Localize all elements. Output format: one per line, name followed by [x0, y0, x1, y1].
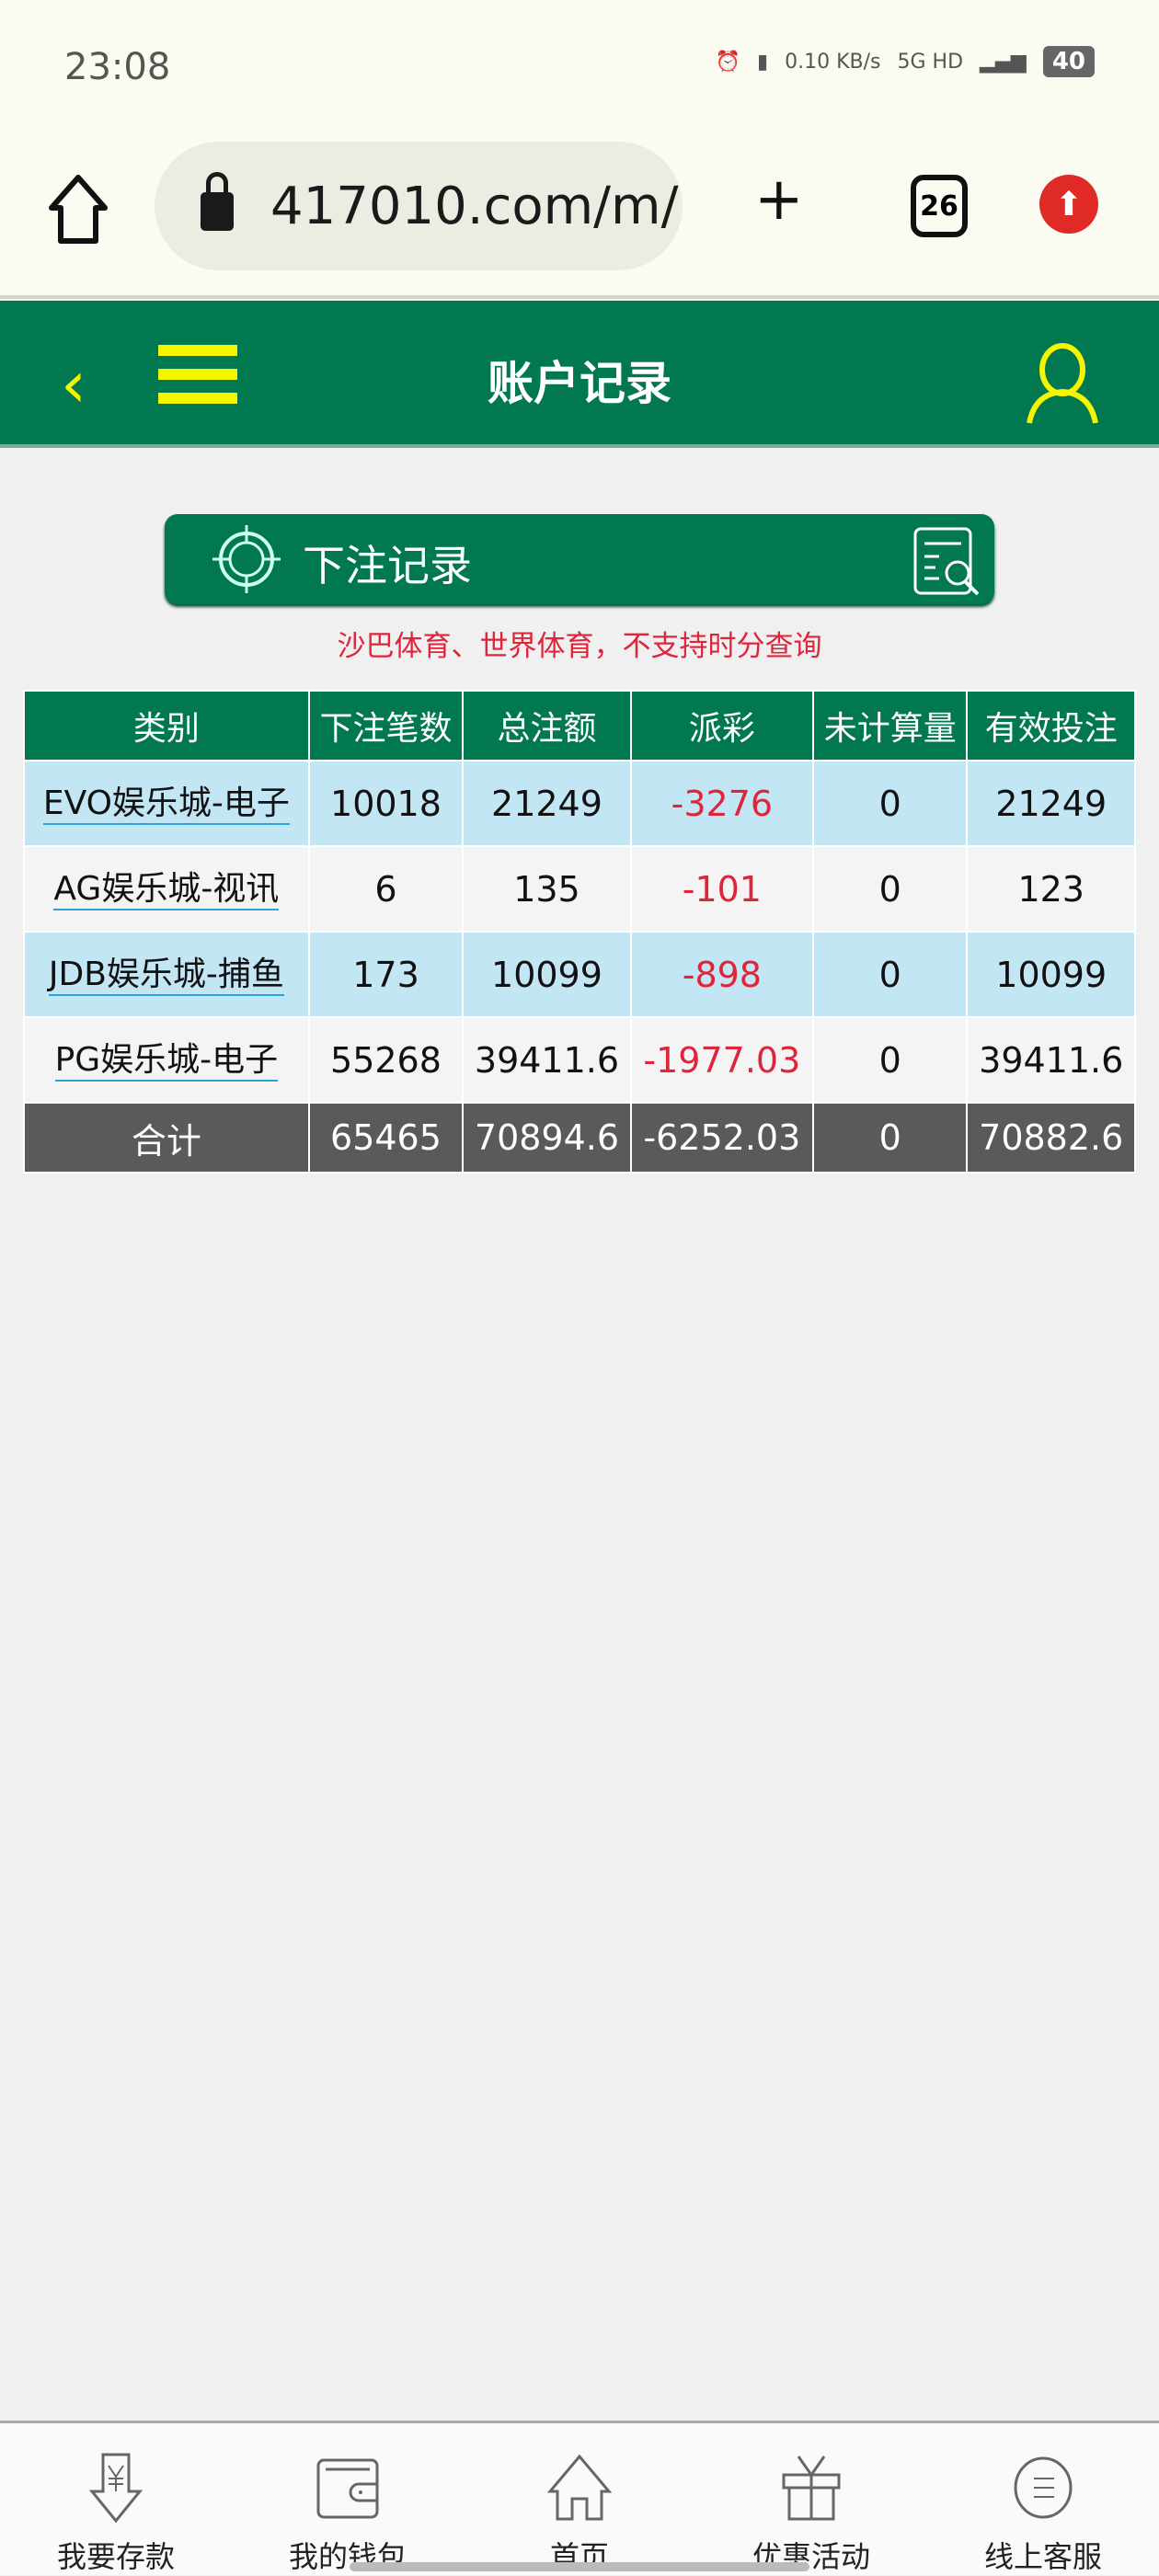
cell-total: 21249 — [462, 760, 632, 847]
col-category: 类别 — [23, 690, 310, 761]
cell-count: 10018 — [307, 760, 465, 847]
col-total: 总注额 — [462, 690, 632, 761]
alarm-icon: ⏰ — [715, 50, 741, 74]
cell-unsettled: 0 — [811, 931, 969, 1018]
nav-home[interactable]: 首页 — [464, 2423, 695, 2575]
address-bar[interactable]: 417010.com/m/ — [155, 142, 683, 270]
gift-icon — [782, 2456, 841, 2521]
nav-promotions[interactable]: 优惠活动 — [695, 2423, 927, 2575]
tab-switcher[interactable]: 26 — [911, 175, 968, 237]
wallet-icon — [316, 2458, 379, 2519]
cell-valid: 21249 — [966, 760, 1136, 847]
table-row: EVO娱乐城-电子 10018 21249 -3276 0 21249 — [23, 760, 1136, 847]
user-icon[interactable] — [1026, 342, 1099, 425]
clock: 23:08 — [64, 46, 171, 88]
net-speed: 0.10 KB/s — [785, 50, 881, 74]
cell-total: 10099 — [462, 931, 632, 1018]
lock-icon — [201, 172, 234, 231]
col-unsettled: 未计算量 — [811, 690, 969, 761]
status-bar: 23:08 ⏰ ▮ 0.10 KB/s 5G HD ▂▄▆ 40 — [0, 0, 1159, 138]
page-title: 账户记录 — [488, 357, 671, 410]
bottom-nav: 我要存款 我的钱包 首页 优惠活动 线上客服 — [0, 2421, 1159, 2575]
table-header: 类别 下注笔数 总注额 派彩 未计算量 有效投注 — [23, 690, 1136, 761]
browser-toolbar: 417010.com/m/ + 26 ⬆ — [0, 138, 1159, 299]
cell-unsettled: 0 — [811, 1016, 969, 1104]
search-document-icon[interactable] — [912, 525, 985, 599]
total-unsettled: 0 — [811, 1102, 969, 1174]
cell-count: 55268 — [307, 1016, 465, 1104]
signal-icon: ▂▄▆ — [980, 50, 1027, 74]
bet-record-label: 下注记录 — [303, 541, 472, 590]
cell-total: 135 — [462, 845, 632, 933]
update-icon[interactable]: ⬆ — [1039, 175, 1098, 234]
vibrate-icon: ▮ — [757, 50, 769, 74]
cell-count: 6 — [307, 845, 465, 933]
app-header: ‹ 账户记录 — [0, 301, 1159, 448]
account-records-table: 类别 下注笔数 总注额 派彩 未计算量 有效投注 EVO娱乐城-电子 10018 2… — [23, 690, 1136, 1174]
col-count: 下注笔数 — [307, 690, 465, 761]
cell-unsettled: 0 — [811, 760, 969, 847]
target-icon — [212, 525, 281, 593]
table-row: JDB娱乐城-捕鱼 173 10099 -898 0 10099 — [23, 931, 1136, 1018]
nav-deposit[interactable]: 我要存款 — [0, 2423, 232, 2575]
cell-count: 173 — [307, 931, 465, 1018]
cell-valid: 123 — [966, 845, 1136, 933]
battery-level: 40 — [1042, 46, 1095, 77]
category-link[interactable]: EVO娱乐城-电子 — [42, 784, 290, 825]
cell-payout: -1977.03 — [629, 1016, 814, 1104]
cell-total: 39411.6 — [462, 1016, 632, 1104]
category-link[interactable]: JDB娱乐城-捕鱼 — [48, 956, 284, 996]
cell-category: AG娱乐城-视讯 — [23, 845, 310, 933]
cell-unsettled: 0 — [811, 845, 969, 933]
totals-row: 合计 65465 70894.6 -6252.03 0 70882.6 — [23, 1102, 1136, 1174]
notice-text: 沙巴体育、世界体育，不支持时分查询 — [337, 630, 822, 663]
totals-label: 合计 — [23, 1102, 310, 1174]
home-icon — [546, 2454, 613, 2521]
home-icon[interactable] — [46, 173, 110, 246]
gesture-handle[interactable] — [350, 2562, 809, 2571]
bet-record-button[interactable]: 下注记录 — [165, 514, 994, 604]
support-icon — [1014, 2456, 1073, 2519]
cell-payout: -101 — [629, 845, 814, 933]
col-valid: 有效投注 — [966, 690, 1136, 761]
cell-category: JDB娱乐城-捕鱼 — [23, 931, 310, 1018]
network-type: 5G HD — [897, 50, 964, 74]
category-link[interactable]: PG娱乐城-电子 — [54, 1041, 279, 1082]
col-payout: 派彩 — [629, 690, 814, 761]
new-tab-icon[interactable]: + — [754, 166, 804, 234]
url-text: 417010.com/m/ — [270, 176, 679, 236]
cell-category: EVO娱乐城-电子 — [23, 760, 310, 847]
cell-payout: -898 — [629, 931, 814, 1018]
cell-valid: 39411.6 — [966, 1016, 1136, 1104]
table-row: AG娱乐城-视讯 6 135 -101 0 123 — [23, 845, 1136, 933]
table-row: PG娱乐城-电子 55268 39411.6 -1977.03 0 39411.6 — [23, 1016, 1136, 1104]
category-link[interactable]: AG娱乐城-视讯 — [53, 870, 280, 910]
total-total: 70894.6 — [462, 1102, 632, 1174]
nav-wallet[interactable]: 我的钱包 — [232, 2423, 464, 2575]
back-icon[interactable]: ‹ — [61, 347, 86, 422]
total-count: 65465 — [307, 1102, 465, 1174]
menu-icon[interactable] — [158, 345, 237, 404]
nav-support[interactable]: 线上客服 — [927, 2423, 1159, 2575]
cell-category: PG娱乐城-电子 — [23, 1016, 310, 1104]
total-payout: -6252.03 — [629, 1102, 814, 1174]
cell-valid: 10099 — [966, 931, 1136, 1018]
deposit-icon — [88, 2453, 143, 2524]
total-valid: 70882.6 — [966, 1102, 1136, 1174]
cell-payout: -3276 — [629, 760, 814, 847]
